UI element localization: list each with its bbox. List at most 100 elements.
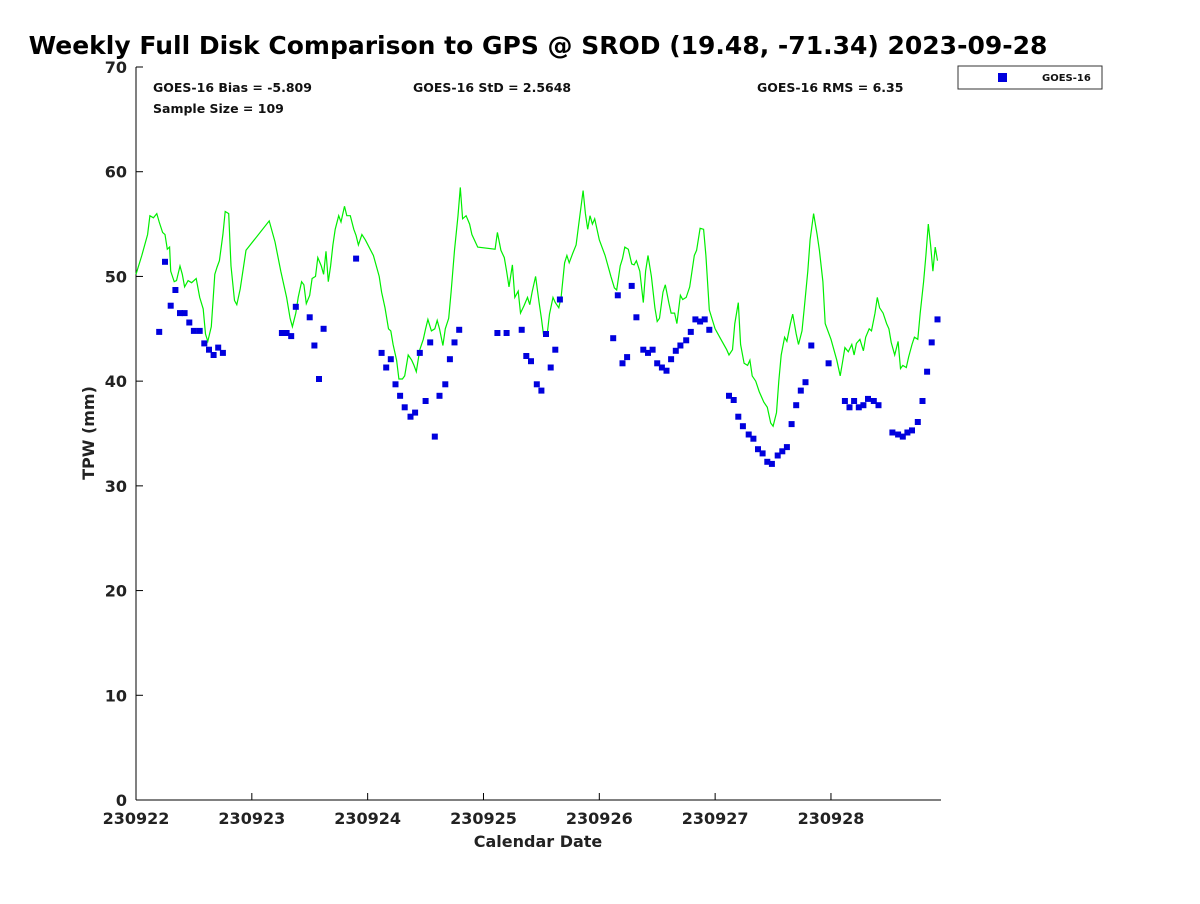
goes-16-point: [683, 337, 690, 344]
goes-16-point: [914, 419, 921, 425]
gps-line: [135, 187, 939, 428]
goes-16-point: [677, 342, 684, 349]
goes-16-point: [190, 327, 197, 334]
x-tick-label: 230923: [218, 809, 285, 828]
legend: GOES-16: [957, 65, 1103, 90]
goes-16-point: [316, 376, 322, 382]
goes-16-point: [825, 360, 832, 367]
goes-16-point: [156, 328, 163, 335]
goes-16-point: [895, 431, 902, 438]
goes-16-point: [934, 316, 941, 323]
goes-16-point: [215, 344, 222, 351]
goes-16-point: [783, 444, 790, 451]
goes-16-point: [899, 433, 906, 440]
rms-stat: GOES-16 RMS = 6.35: [757, 80, 903, 95]
goes-16-point: [726, 392, 732, 399]
goes-16-point: [928, 339, 935, 346]
x-tick-label: 230925: [450, 809, 517, 828]
x-tick-label: 230924: [334, 809, 401, 828]
y-tick-label: 60: [105, 163, 127, 182]
goes-16-point: [538, 387, 545, 394]
goes-16-point: [533, 381, 540, 388]
goes-16-point: [422, 398, 429, 404]
goes-16-point: [543, 331, 549, 337]
goes-16-point: [697, 318, 704, 325]
goes-16-point: [802, 379, 809, 386]
axes: [135, 67, 941, 801]
goes-16-point: [889, 429, 896, 436]
sample-size-stat: Sample Size = 109: [153, 101, 284, 116]
goes-16-point: [640, 346, 647, 353]
goes-16-point: [446, 356, 453, 363]
goes-16-point: [851, 398, 858, 404]
chart-title: Weekly Full Disk Comparison to GPS @ SRO…: [29, 31, 1048, 60]
goes-16-point: [793, 402, 800, 409]
goes-16-point: [687, 328, 694, 335]
legend-label: GOES-16: [1042, 73, 1091, 84]
goes-16-point: [649, 346, 656, 353]
goes-16-point: [701, 316, 708, 323]
goes-16-point: [456, 326, 463, 333]
goes-16-point: [397, 392, 404, 399]
y-tick-label: 70: [105, 58, 127, 77]
goes-16-point: [735, 413, 742, 420]
goes-16-point: [750, 435, 757, 442]
y-tick-label: 0: [116, 791, 127, 810]
goes-16-point: [186, 319, 193, 326]
legend-box: [957, 65, 1103, 90]
goes-16-point: [528, 358, 534, 365]
goes-16-point: [846, 404, 853, 411]
y-tick-label: 10: [105, 686, 127, 705]
y-tick-label: 30: [105, 477, 127, 496]
goes-16-point: [745, 431, 752, 438]
goes-16-point: [610, 335, 617, 342]
goes-16-point: [288, 333, 295, 340]
goes-16-point: [764, 458, 771, 465]
goes-16-point: [503, 330, 510, 336]
goes-16-point: [855, 404, 862, 411]
x-axis-label: Calendar Date: [474, 832, 603, 851]
goes-16-point: [924, 368, 931, 375]
goes-16-point: [774, 452, 781, 459]
goes-16-point: [672, 347, 679, 354]
goes-16-point: [283, 330, 290, 336]
goes-16-point: [206, 346, 212, 353]
goes-16-series: [156, 255, 941, 467]
goes-16-point: [755, 446, 761, 453]
goes-16-point: [412, 409, 419, 416]
goes-16-point: [320, 325, 327, 332]
goes-16-point: [292, 303, 299, 310]
goes-16-point: [668, 356, 675, 363]
y-axis-ticks: 0 10 20 30 40 50 60 70: [105, 58, 143, 810]
std-stat: GOES-16 StD = 2.5648: [413, 80, 571, 95]
goes-16-point: [278, 330, 285, 336]
goes-16-point: [416, 349, 423, 356]
goes-16-point: [759, 450, 766, 457]
goes-16-point: [730, 397, 737, 403]
goes-16-point: [378, 349, 385, 356]
goes-16-point: [658, 364, 665, 371]
goes-16-point: [353, 255, 360, 262]
goes-16-point: [870, 398, 877, 404]
goes-16-point: [841, 398, 848, 404]
goes-16-point: [387, 356, 394, 363]
goes-16-point: [860, 402, 867, 409]
goes-16-point: [177, 310, 183, 317]
x-tick-label: 230926: [566, 809, 633, 828]
y-tick-label: 50: [105, 267, 127, 286]
goes-16-point: [219, 349, 226, 356]
goes-16-point: [624, 354, 631, 361]
goes-16-point: [436, 392, 443, 399]
goes-16-point: [875, 402, 882, 409]
goes-16-point: [431, 433, 438, 440]
goes-16-point: [628, 282, 635, 289]
goes-16-point: [401, 404, 408, 411]
goes-16-point: [392, 381, 399, 388]
y-axis-label: TPW (mm): [79, 386, 98, 480]
goes-16-point: [768, 460, 775, 467]
x-tick-label: 230928: [798, 809, 865, 828]
goes-16-point: [442, 381, 449, 388]
bias-stat: GOES-16 Bias = -5.809: [153, 80, 312, 95]
goes-16-point: [523, 353, 530, 359]
